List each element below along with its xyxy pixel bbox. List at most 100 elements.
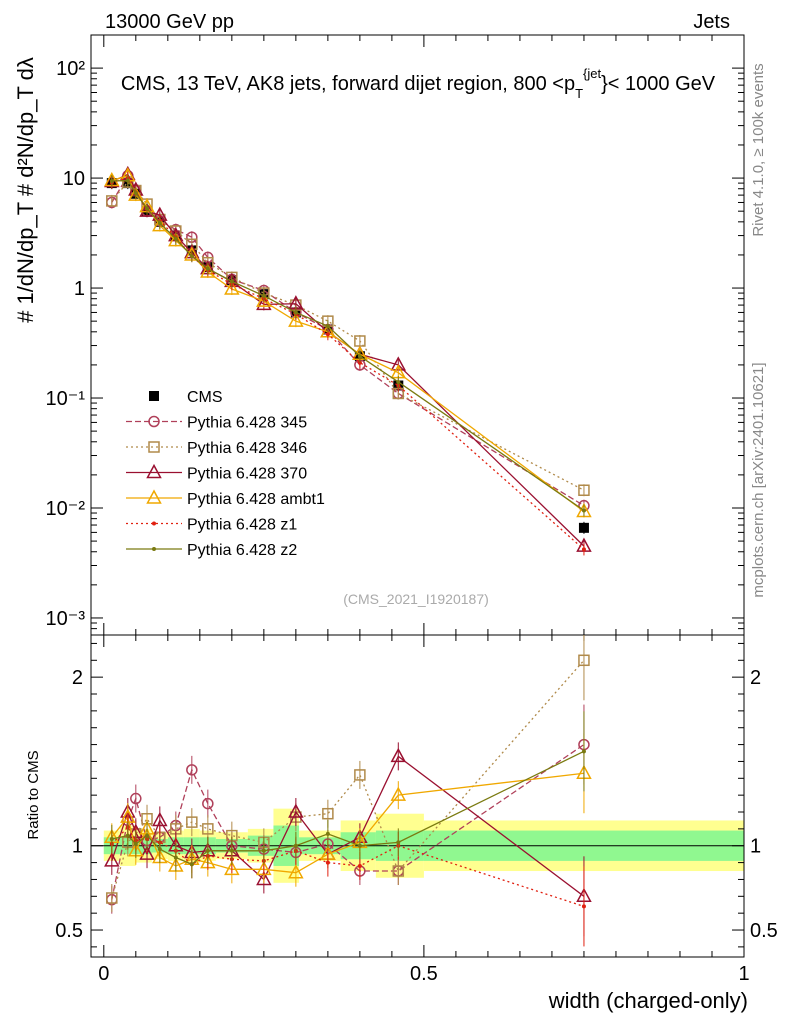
ratio-point [581, 749, 586, 754]
ratio-point [390, 747, 407, 763]
main-y-tick-label: 10⁻² [46, 498, 86, 520]
ratio-point [133, 842, 138, 847]
main-y-tick-label: 10⁻¹ [46, 388, 86, 410]
ratio-point [202, 797, 214, 810]
mcplots-label-group: mcplots.cern.ch [arXiv:2401.10621] [750, 362, 767, 597]
data-point [168, 232, 184, 247]
data-point [205, 266, 210, 271]
data-point [293, 310, 298, 315]
data-point [325, 332, 330, 337]
ratio-y-tick-label-right: 0.5 [750, 920, 778, 942]
legend-entry: Pythia 6.428 z2 [126, 542, 297, 559]
data-point [357, 360, 362, 365]
ratio-point [325, 831, 330, 836]
ratio-point [205, 848, 210, 853]
ratio-y-tick-label: 0.5 [55, 920, 83, 942]
legend-label: Pythia 6.428 370 [187, 466, 307, 483]
legend-marker [148, 441, 160, 453]
ratio-point [288, 864, 304, 879]
data-point [157, 221, 162, 226]
ratio-point [256, 870, 272, 886]
ratio-y-tick-label-right: 1 [750, 836, 761, 858]
data-point [396, 379, 401, 384]
ratio-point [109, 836, 114, 841]
main-series-z2 [109, 174, 586, 517]
main-y-tick-label: 10⁻³ [46, 608, 86, 630]
data-point [578, 522, 589, 533]
ratio-x-ticks: 0 0.5 1 [98, 635, 750, 985]
legend-label: Pythia 6.428 z1 [187, 517, 297, 534]
ratio-point [357, 843, 362, 848]
ratio-point [224, 860, 240, 876]
title-sub: T [575, 86, 583, 101]
series-line [111, 177, 585, 550]
data-point [578, 484, 590, 496]
series-line [111, 181, 585, 491]
ratio-point [189, 862, 194, 867]
ratio-point [152, 811, 168, 827]
ratio-point [396, 840, 401, 845]
data-point [224, 280, 240, 295]
x-tick-label: 0 [98, 963, 109, 985]
x-tick-label: 1 [738, 963, 749, 985]
ratio-point [229, 848, 234, 853]
data-point [189, 254, 194, 259]
x-axis-label: width (charged-only) [548, 988, 748, 1013]
data-point [133, 191, 138, 196]
ratio-point [261, 848, 266, 853]
ratio-point [392, 865, 405, 877]
header-jets: Jets [693, 11, 730, 33]
legend-entry: Pythia 6.428 345 [126, 415, 307, 432]
legend-entry: CMS [149, 389, 223, 406]
main-series-p346 [106, 176, 590, 497]
watermark: (CMS_2021_I1920187) [343, 591, 489, 607]
legend-marker [146, 463, 162, 479]
ratio-line [111, 744, 585, 900]
ratio-point [293, 843, 298, 848]
ratio-point [325, 860, 330, 865]
main-y-tick-label: 1 [74, 278, 85, 300]
data-point [109, 179, 114, 184]
legend-label: Pythia 6.428 345 [187, 415, 307, 432]
ratio-point [145, 833, 150, 838]
legend-label: Pythia 6.428 346 [187, 440, 307, 457]
legend-marker [148, 415, 160, 428]
ratio-point [288, 803, 304, 818]
ratio-plot: 0.5 0.51 12 20 0.5 1 [55, 634, 778, 985]
main-ylabel-text: # 1/dN/dp_T # d²N/dp_T dλ [13, 57, 38, 323]
ratio-ylabel: Ratio to CMS [25, 750, 42, 839]
ratio-series-z2 [109, 711, 586, 879]
data-point [145, 206, 150, 211]
data-point [173, 236, 178, 241]
ratio-point [139, 845, 155, 860]
ratio-y-tick-label: 2 [72, 667, 83, 689]
ratio-point [125, 833, 130, 838]
rivet-label: Rivet 4.1.0, ≥ 100k events [750, 63, 767, 236]
legend-marker [146, 489, 162, 504]
plot-title: CMS, 13 TeV, AK8 jets, forward dijet reg… [121, 66, 716, 101]
ratio-point [173, 855, 178, 860]
ratio-point [581, 904, 586, 909]
main-y-ticks: 10⁻³ 10⁻² 10⁻¹ 1 10 10² [46, 34, 744, 636]
rivet-label-group: Rivet 4.1.0, ≥ 100k events [750, 63, 767, 236]
legend-marker [149, 391, 159, 401]
legend-entry: Pythia 6.428 z1 [126, 517, 297, 534]
series-line [111, 174, 585, 507]
ratio-y-tick-label: 1 [72, 836, 83, 858]
ratio-point [322, 807, 334, 820]
title-suffix: }< 1000 GeV [601, 73, 716, 95]
header-energy: 13000 GeV pp [105, 11, 234, 33]
ratio-y-tick-label-right: 2 [750, 667, 761, 689]
legend-label: Pythia 6.428 ambt1 [187, 491, 325, 508]
main-ylabel: # 1/dN/dp_T # d²N/dp_T dλ [13, 57, 38, 323]
ratio-point [104, 852, 120, 867]
legend-label: Pythia 6.428 z2 [187, 542, 297, 559]
ratio-series-p345 [106, 704, 590, 914]
data-point [125, 178, 130, 183]
legend: CMS Pythia 6.428 345 Pythia 6.428 346 Pythi… [126, 389, 325, 559]
title-prefix: CMS, 13 TeV, AK8 jets, forward dijet reg… [121, 73, 575, 95]
legend-label: CMS [187, 389, 223, 406]
data-point [581, 547, 586, 552]
ratio-point [357, 863, 362, 868]
